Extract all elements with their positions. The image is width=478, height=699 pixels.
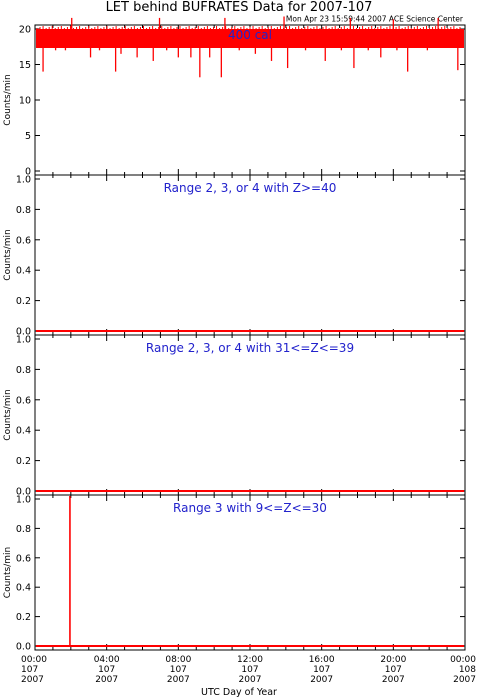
chart-panel-2: 0.0 0.2 0.4 0.6 0.8 1.0 Counts/min Range 2, 3, … [3, 174, 466, 338]
y-tick-label: 0.6 [16, 395, 31, 406]
y-tick-label: 0.2 [16, 296, 31, 307]
x-tick-year: 2007 [453, 675, 476, 685]
x-axis-label: UTC Day of Year [201, 687, 277, 698]
x-tick-time: 00:00 [450, 655, 476, 665]
y-tick-label: 10 [19, 96, 31, 107]
y-tick-label: 0.8 [16, 365, 31, 376]
plot-frame [34, 334, 466, 496]
y-tick-label: 15 [19, 60, 31, 71]
panel-label: Range 2, 3, or 4 with 31<=Z<=39 [146, 341, 354, 355]
chart-title: LET behind BUFRATES Data for 2007-107 [106, 0, 373, 15]
x-tick-time: 00:00 [21, 655, 47, 665]
y-tick-label: 0.4 [16, 426, 31, 437]
panel-label: Range 3 with 9<=Z<=30 [173, 501, 327, 515]
y-tick-label: 0.4 [16, 583, 31, 594]
x-tick-doy: 107 [170, 665, 187, 675]
plot-frame [34, 174, 466, 336]
y-tick-label: 0.0 [16, 487, 31, 498]
y-tick-label: 5 [25, 131, 31, 142]
y-tick-label: 0 [25, 167, 31, 178]
y-tick-label: 0.8 [16, 205, 31, 216]
x-tick-year: 2007 [167, 675, 190, 685]
y-tick-label: 1.0 [16, 175, 31, 186]
y-axis-label: Counts/min [3, 389, 13, 440]
x-tick-year: 2007 [310, 675, 333, 685]
x-tick-time: 04:00 [94, 655, 120, 665]
y-tick-label: 0.0 [16, 327, 31, 338]
plot-frame [34, 494, 466, 651]
x-tick-doy: 107 [313, 665, 330, 675]
panel-label: 400 cal [228, 28, 272, 42]
x-tick-time: 20:00 [380, 655, 406, 665]
y-tick-label: 0.6 [16, 235, 31, 246]
y-tick-label: 0.6 [16, 553, 31, 564]
x-tick-doy: 107 [241, 665, 258, 675]
x-tick-time: 12:00 [237, 655, 263, 665]
y-axis-label: Counts/min [3, 229, 13, 280]
y-tick-label: 0.0 [16, 642, 31, 653]
chart-panel-4: 0.0 0.2 0.4 0.6 0.8 1.0 Counts/min Range 3 with… [3, 494, 466, 653]
y-tick-label: 1.0 [16, 495, 31, 506]
chart-panel-1: 0 5 10 15 20 Counts/min 400 cal [3, 16, 466, 178]
y-tick-label: 0.2 [16, 612, 31, 623]
x-tick-doy: 107 [21, 665, 38, 675]
y-tick-label: 0.4 [16, 266, 31, 277]
x-tick-doy: 108 [459, 665, 476, 675]
x-tick-time: 08:00 [165, 655, 191, 665]
y-tick-label: 0.8 [16, 524, 31, 535]
x-tick-time: 16:00 [309, 655, 335, 665]
x-tick-year: 2007 [382, 675, 405, 685]
y-tick-label: 1.0 [16, 335, 31, 346]
y-axis-label: Counts/min [3, 74, 13, 125]
y-axis-label: Counts/min [3, 547, 13, 598]
x-tick-doy: 107 [98, 665, 115, 675]
data-band [36, 29, 464, 48]
x-tick-year: 2007 [95, 675, 118, 685]
timestamp: Mon Apr 23 15:59:44 2007 ACE Science Cen… [286, 15, 464, 24]
chart-panel-3: 0.0 0.2 0.4 0.6 0.8 1.0 Counts/min Range 2, 3, … [3, 334, 466, 498]
y-tick-label: 20 [19, 25, 31, 36]
x-tick-year: 2007 [239, 675, 262, 685]
x-tick-doy: 107 [385, 665, 402, 675]
chart-panels: 0 5 10 15 20 Counts/min 400 cal 0.0 0.2 0.4 0.6 0.8… [3, 16, 466, 653]
x-tick-year: 2007 [21, 675, 44, 685]
x-axis: 00:00107200704:00107200708:00107200712:0… [21, 655, 476, 685]
y-tick-label: 0.2 [16, 456, 31, 467]
panel-label: Range 2, 3, or 4 with Z>=40 [164, 181, 337, 195]
